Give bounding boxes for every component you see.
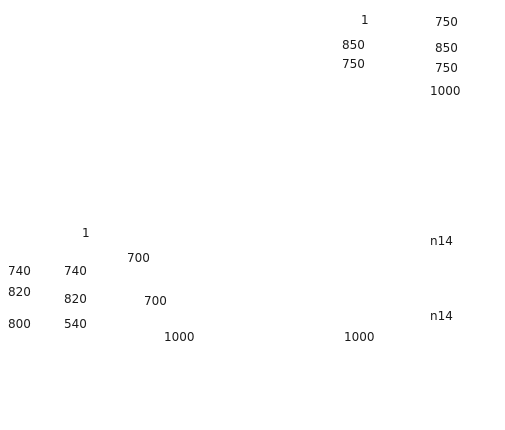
node-label: n14 <box>430 234 453 248</box>
number-label: 800 <box>8 317 31 331</box>
number-label: 740 <box>8 264 31 278</box>
number-label: 540 <box>64 317 87 331</box>
number-label: 820 <box>8 285 31 299</box>
number-label: 750 <box>342 57 365 71</box>
number-label: 820 <box>64 292 87 306</box>
number-label: 700 <box>127 251 150 265</box>
number-label: 850 <box>435 41 458 55</box>
number-label: 1000 <box>430 84 461 98</box>
number-label: 850 <box>342 38 365 52</box>
number-label: 1 <box>361 13 369 27</box>
number-label: 700 <box>144 294 167 308</box>
number-label: 1 <box>82 226 90 240</box>
number-label: 1000 <box>344 330 375 344</box>
number-label: 750 <box>435 15 458 29</box>
node-label: n14 <box>430 309 453 323</box>
number-label: 740 <box>64 264 87 278</box>
number-label: 1000 <box>164 330 195 344</box>
number-label: 750 <box>435 61 458 75</box>
